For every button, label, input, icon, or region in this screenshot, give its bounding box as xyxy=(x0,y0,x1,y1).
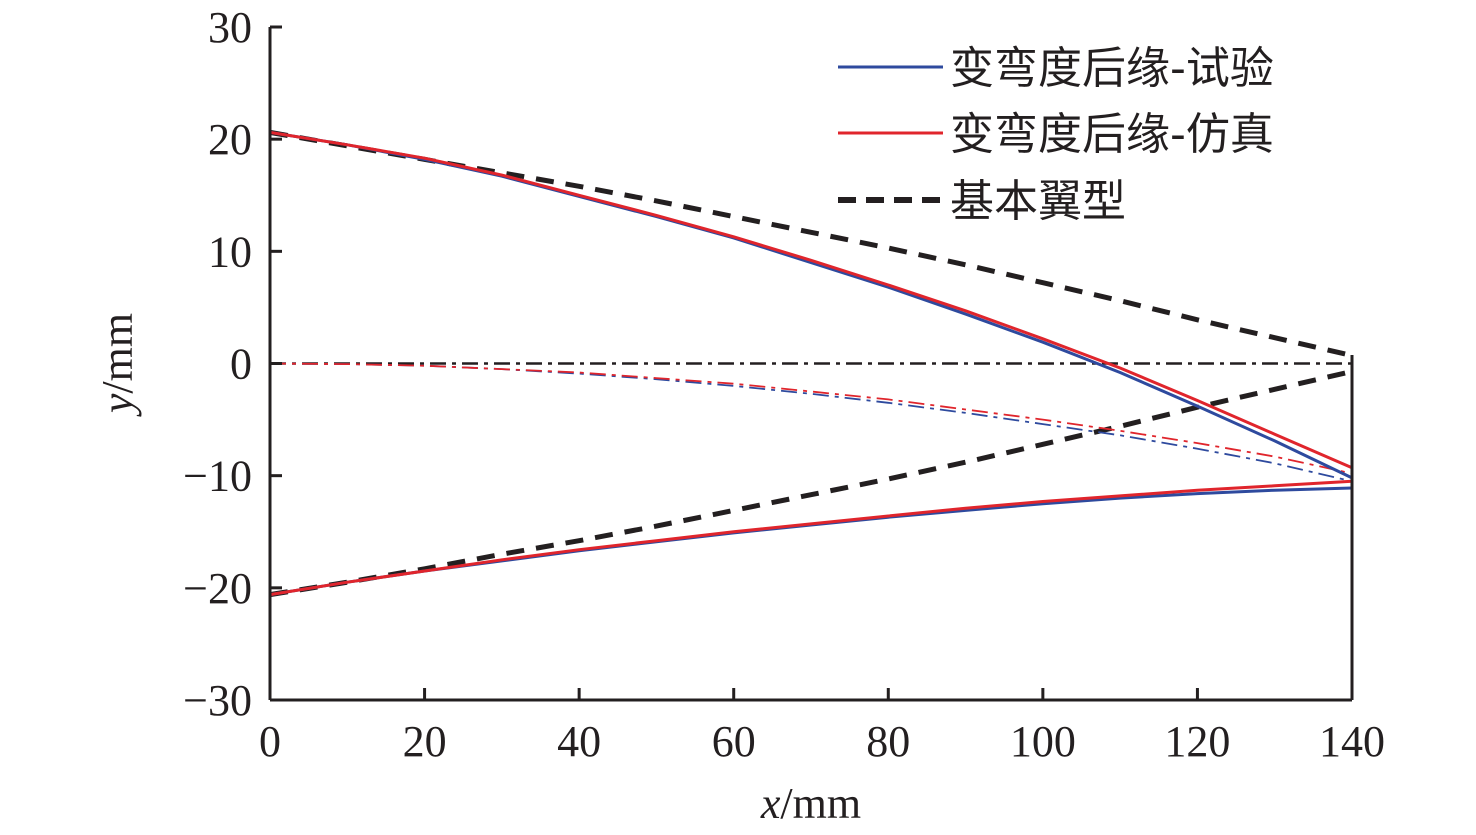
y-tick-label: 0 xyxy=(230,340,252,389)
legend: 变弯度后缘-试验 变弯度后缘-仿真 基本翼型 xyxy=(838,43,1274,227)
y-tick-label: 10 xyxy=(208,227,252,276)
series-line-5 xyxy=(269,130,1353,480)
series-line-8 xyxy=(269,479,1353,597)
series-line-1 xyxy=(269,368,1353,598)
series-line-4 xyxy=(269,362,1353,475)
x-tick-label: 140 xyxy=(1319,717,1385,766)
series-line-0 xyxy=(269,129,1353,359)
y-tick-label: 30 xyxy=(208,3,252,52)
legend-label-sim: 变弯度后缘-仿真 xyxy=(950,109,1274,160)
y-tick-label: −20 xyxy=(183,564,252,613)
y-tick-label: −30 xyxy=(183,676,252,725)
series-line-7 xyxy=(269,130,1353,470)
x-tick-label: 40 xyxy=(557,717,601,766)
legend-label-test: 变弯度后缘-试验 xyxy=(950,43,1274,94)
ticks: 0 20 40 60 80 100 120 140 −30 −20 −10 0 10 20 30 xyxy=(183,3,1385,766)
y-tick-label: −10 xyxy=(183,452,252,501)
x-tick-label: 80 xyxy=(866,717,910,766)
y-axis-label: y/mm xyxy=(93,313,142,417)
y-tick-label: 20 xyxy=(208,115,252,164)
series-line-6 xyxy=(269,486,1353,597)
x-tick-label: 20 xyxy=(403,717,447,766)
series-line-3 xyxy=(269,362,1353,483)
x-tick-label: 120 xyxy=(1164,717,1230,766)
x-tick-label: 100 xyxy=(1010,717,1076,766)
legend-label-base: 基本翼型 xyxy=(950,176,1126,227)
x-tick-label: 0 xyxy=(259,717,281,766)
series-layer xyxy=(269,129,1353,598)
x-tick-label: 60 xyxy=(712,717,756,766)
x-axis-label: x/mm xyxy=(760,779,861,828)
